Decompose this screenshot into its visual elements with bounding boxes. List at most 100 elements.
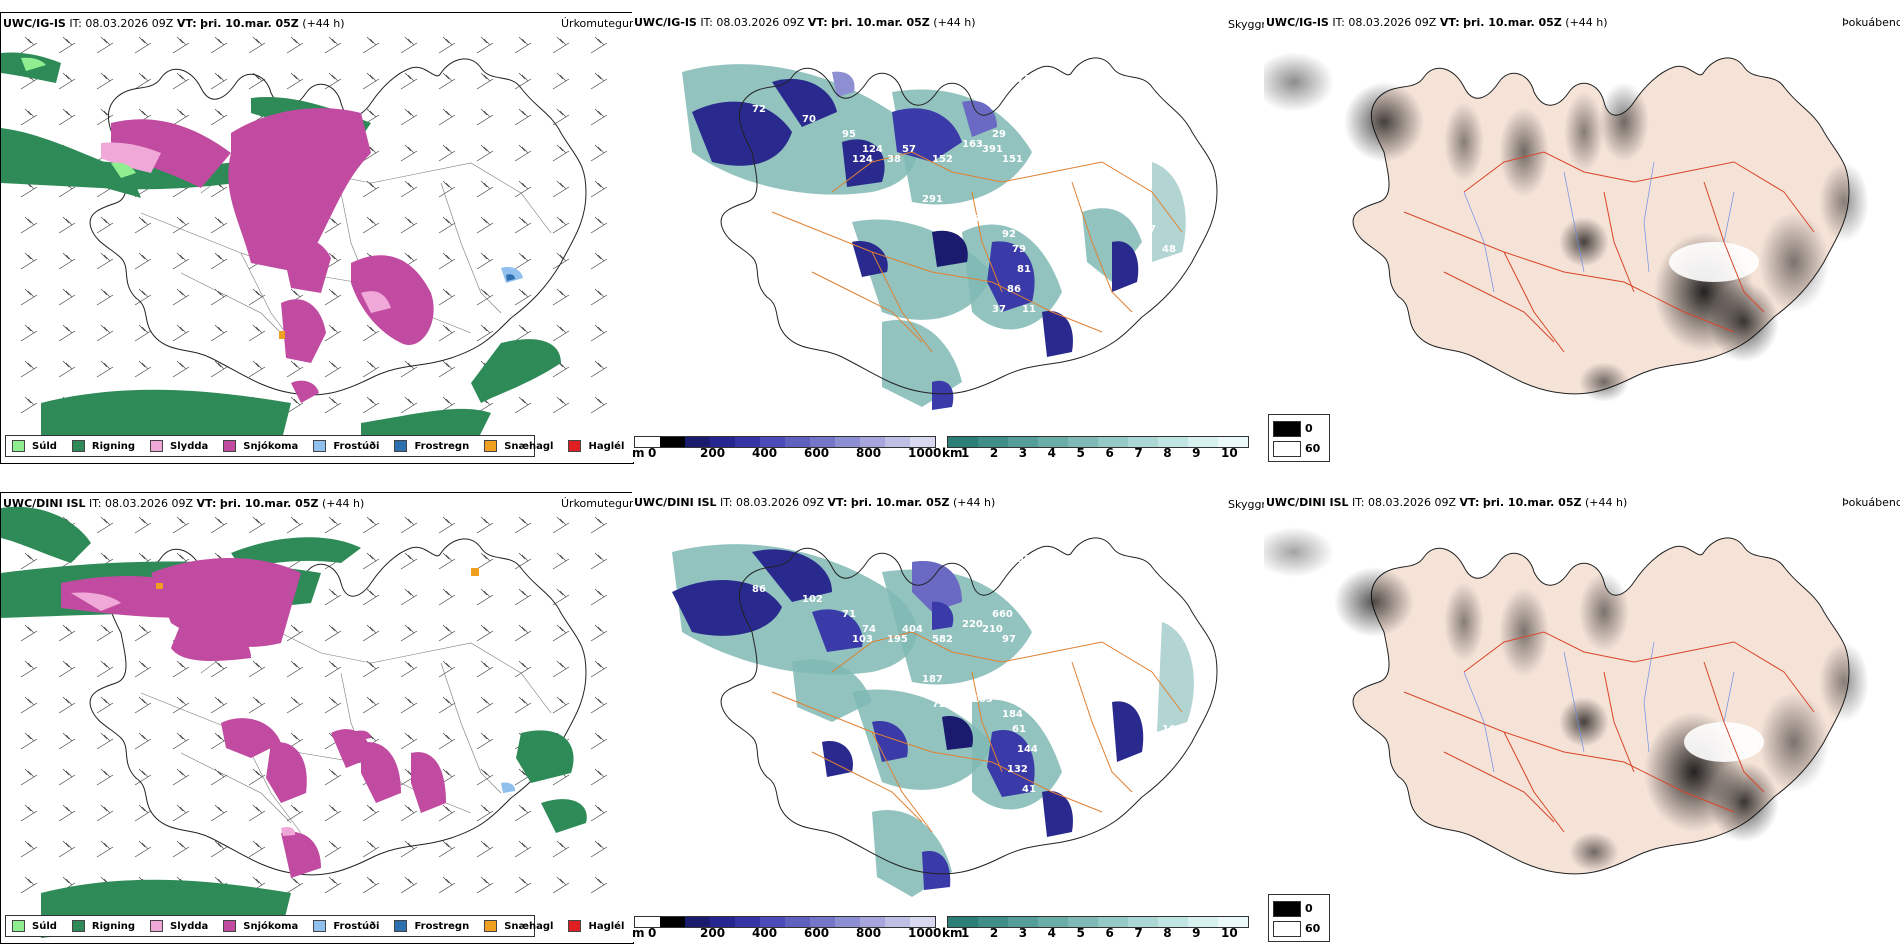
wind-barb [134, 324, 152, 342]
cloud-base-value: 81 [1017, 264, 1031, 275]
wind-barb [400, 588, 418, 606]
wind-barb [324, 624, 342, 642]
wind-barb [590, 144, 608, 162]
wind-barb [210, 108, 228, 126]
wind-barb [324, 324, 342, 342]
wind-barb [210, 216, 228, 234]
wind-barb [58, 324, 76, 342]
wind-barb [590, 552, 608, 570]
scale-unit: km [942, 446, 963, 460]
cloud-base-value: 37 [1142, 224, 1156, 235]
cloud-base-value: 64 [972, 364, 986, 375]
fog-shades [1264, 52, 1869, 402]
wind-barb [590, 624, 608, 642]
cloud-base-value: 53 [972, 844, 986, 855]
fog-legend: 0 60 [1268, 894, 1330, 942]
wind-barb [514, 696, 532, 714]
wind-barb [210, 288, 228, 306]
wind-barb [58, 216, 76, 234]
wind-barb [514, 624, 532, 642]
wind-barb [552, 396, 570, 414]
wind-barb [134, 804, 152, 822]
cloud-base-value: 61 [1012, 724, 1026, 735]
visibility-label: Skyggni [1228, 18, 1264, 31]
cloud-base-value: 97 [1002, 634, 1016, 645]
precip-legend-item: Frostregn [388, 920, 478, 932]
wind-barb [552, 516, 570, 534]
precip-legend-item: Frostúði [307, 440, 388, 452]
wind-barb [96, 660, 114, 678]
wind-barb [58, 288, 76, 306]
wind-barb [286, 624, 304, 642]
wind-barb [400, 216, 418, 234]
cloud-base-value: 184 [1002, 709, 1023, 720]
wind-barb [362, 552, 380, 570]
cloud-base-value: 37 [992, 304, 1006, 315]
scale-segment [760, 437, 785, 447]
wind-barb [362, 660, 380, 678]
wind-barb [286, 804, 304, 822]
wind-barb [438, 36, 456, 54]
precip-legend-item: Frostregn [388, 440, 478, 452]
fog-legend: 0 60 [1268, 414, 1330, 462]
cloud-base-value: 187 [922, 674, 943, 685]
wind-barb [590, 696, 608, 714]
wind-barb [362, 324, 380, 342]
cloud-base-value: 75 [1152, 764, 1166, 775]
wind-barb [476, 624, 494, 642]
scale-unit: km [942, 926, 963, 940]
precip-legend-swatch [71, 920, 85, 932]
cloud-base-value: 195 [887, 634, 908, 645]
wind-barb [324, 36, 342, 54]
wind-barb [400, 144, 418, 162]
scale-segment [910, 437, 935, 447]
wind-barb [58, 108, 76, 126]
scale-tick-label: 9 [1192, 926, 1201, 940]
scale-segment [860, 917, 885, 927]
precip-type-label: Úrkomutegund [561, 497, 633, 510]
wind-barb [400, 696, 418, 714]
wind-barb [362, 360, 380, 378]
wind-barb [476, 516, 494, 534]
precip-legend-swatch [12, 920, 25, 932]
wind-barb [362, 516, 380, 534]
wind-barb [552, 588, 570, 606]
wind-barb [20, 324, 38, 342]
wind-barb [400, 624, 418, 642]
precip-legend-label: Snjókoma [243, 920, 299, 932]
cloud-base-value: 873 [1017, 594, 1038, 605]
scale-segment [1128, 917, 1158, 927]
wind-barb [400, 396, 418, 414]
wind-barb [172, 660, 190, 678]
wind-barb [552, 216, 570, 234]
precip-legend-item: Haglél [562, 440, 633, 452]
cloud-base-value: 74 [862, 624, 876, 635]
iceland-outline [720, 537, 1218, 875]
wind-barb [590, 180, 608, 198]
visibility-scale: km 1 2 3 4 5 6 7 8 9 10 [942, 916, 1262, 942]
wind-barb [476, 324, 494, 342]
scale-tick-label: 3 [1018, 926, 1028, 940]
wind-barb [552, 552, 570, 570]
wind-barb [210, 252, 228, 270]
wind-barb [438, 732, 456, 750]
panel-title: UWC/IG-IS IT: 08.03.2026 09Z VT: þri. 10… [3, 17, 345, 30]
wind-barb [476, 144, 494, 162]
wind-barb [58, 624, 76, 642]
precip-legend-swatch [394, 920, 408, 932]
wind-barb [58, 804, 76, 822]
cloud-base-value: 48 [1162, 244, 1176, 255]
wind-barb [324, 288, 342, 306]
wind-barb [286, 396, 304, 414]
wind-barb [514, 876, 532, 894]
wind-barb [172, 696, 190, 714]
wind-barb [134, 252, 152, 270]
precip-legend-label: Haglél [588, 920, 625, 932]
wind-barb [58, 360, 76, 378]
scale-segment [1188, 437, 1218, 447]
cloud-base-value: 291 [922, 194, 943, 205]
wind-barb [438, 180, 456, 198]
precip-legend-item: Snæhagl [478, 920, 562, 932]
wind-barb [210, 324, 228, 342]
